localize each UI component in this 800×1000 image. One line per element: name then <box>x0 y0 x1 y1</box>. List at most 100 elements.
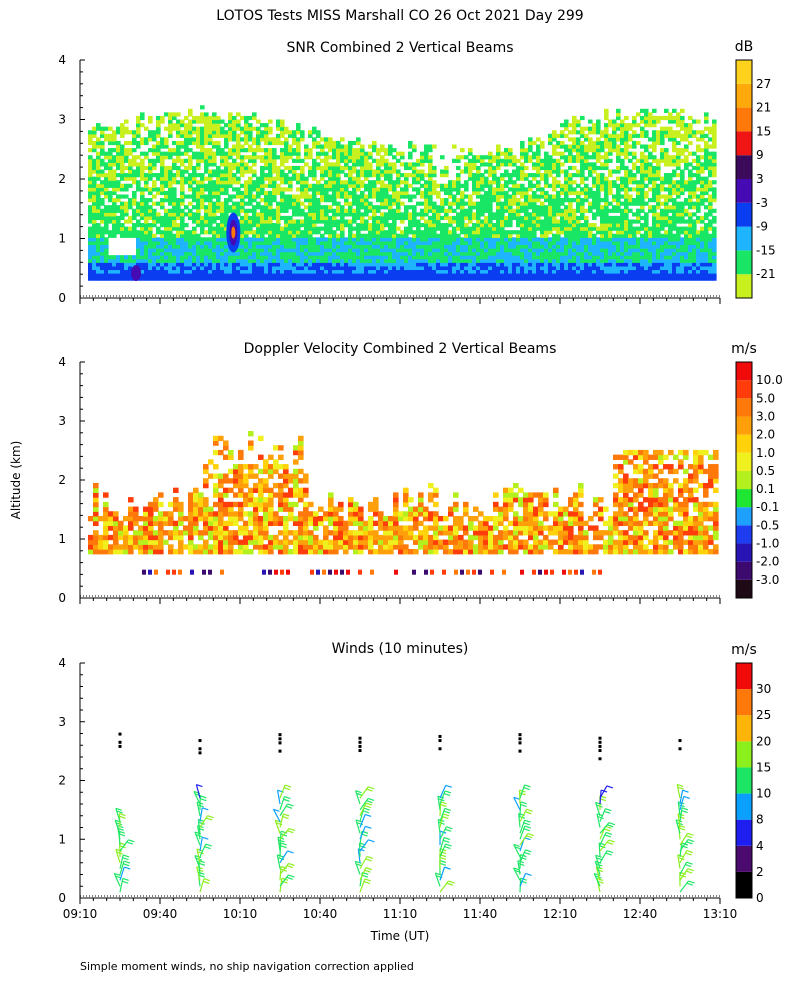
snr-cell <box>584 194 589 199</box>
snr-cell <box>256 248 261 253</box>
snr-cell <box>404 215 409 221</box>
snr-cell <box>600 176 605 181</box>
snr-cell <box>196 144 201 149</box>
snr-cell <box>176 244 181 249</box>
snr-cell <box>200 137 205 142</box>
snr-cell <box>412 173 417 178</box>
snr-cell <box>340 258 345 263</box>
snr-cell <box>204 112 209 117</box>
snr-cell <box>316 244 321 249</box>
snr-cell <box>516 205 521 210</box>
snr-cell <box>488 237 493 242</box>
snr-cell <box>248 183 253 188</box>
snr-cell <box>508 237 513 242</box>
snr-cell <box>156 140 161 146</box>
snr-cell <box>572 223 577 228</box>
snr-cell <box>304 230 309 235</box>
snr-cell <box>396 151 401 156</box>
snr-cell <box>572 144 577 149</box>
snr-cell <box>584 137 589 142</box>
snr-cell <box>208 137 213 142</box>
snr-cell <box>640 133 645 138</box>
snr-cell <box>536 169 541 174</box>
snr-cell <box>620 130 625 135</box>
snr-cell <box>312 165 317 171</box>
snr-cell <box>340 248 345 253</box>
snr-cell <box>556 162 561 167</box>
snr-cell <box>152 212 157 217</box>
snr-cell <box>236 180 241 185</box>
snr-cell <box>188 183 193 188</box>
snr-cell <box>508 244 513 249</box>
snr-cell <box>352 190 357 196</box>
snr-cell <box>500 201 505 206</box>
snr-cell <box>500 205 505 210</box>
snr-cell <box>608 230 613 235</box>
snr-cell <box>264 194 269 199</box>
snr-cell <box>148 276 153 281</box>
snr-cell <box>396 215 401 221</box>
snr-cell <box>516 212 521 217</box>
snr-cell <box>324 265 329 271</box>
snr-cell <box>488 258 493 263</box>
snr-cell <box>112 201 117 206</box>
snr-cell <box>212 123 217 128</box>
snr-cell <box>556 165 561 171</box>
snr-cell <box>264 123 269 128</box>
snr-cell <box>480 265 485 271</box>
snr-cell <box>136 240 141 246</box>
snr-cell <box>144 269 149 274</box>
snr-cell <box>268 226 273 231</box>
snr-cell <box>400 173 405 178</box>
snr-cell <box>660 233 665 238</box>
snr-cell <box>372 148 377 153</box>
snr-cell <box>632 273 637 278</box>
snr-cell <box>416 240 421 246</box>
snr-cell <box>248 115 253 121</box>
snr-cell <box>604 158 609 163</box>
snr-cell <box>448 223 453 228</box>
snr-cell <box>488 230 493 235</box>
snr-cell <box>520 162 525 167</box>
snr-cell <box>240 126 245 131</box>
snr-cell <box>508 151 513 156</box>
snr-cell <box>412 262 417 267</box>
snr-cell <box>136 201 141 206</box>
snr-cell <box>184 240 189 246</box>
snr-cell <box>200 158 205 163</box>
snr-cell <box>664 248 669 253</box>
snr-cell <box>556 223 561 228</box>
snr-cell <box>388 151 393 156</box>
snr-cell <box>120 223 125 228</box>
snr-cell <box>300 133 305 138</box>
snr-cell <box>200 112 205 117</box>
snr-cell <box>324 255 329 260</box>
snr-cell <box>160 187 165 192</box>
snr-cell <box>384 212 389 217</box>
snr-cell <box>192 240 197 246</box>
snr-cell <box>444 265 449 271</box>
snr-cell <box>368 187 373 192</box>
snr-cell <box>456 240 461 246</box>
snr-cell <box>568 198 573 203</box>
snr-cell <box>288 255 293 260</box>
snr-cell <box>576 144 581 149</box>
snr-cell <box>280 119 285 124</box>
snr-cell <box>596 187 601 192</box>
snr-cell <box>540 276 545 281</box>
snr-cell <box>356 140 361 146</box>
snr-cell <box>656 215 661 221</box>
snr-cell <box>160 215 165 221</box>
snr-cell <box>200 140 205 146</box>
snr-cell <box>496 176 501 181</box>
snr-cell <box>572 126 577 131</box>
snr-cell <box>308 240 313 246</box>
snr-cell <box>540 226 545 231</box>
snr-cell <box>340 212 345 217</box>
snr-cell <box>232 158 237 163</box>
snr-cell <box>244 133 249 138</box>
snr-cell <box>632 123 637 128</box>
snr-cell <box>272 176 277 181</box>
snr-cell <box>396 269 401 274</box>
snr-cell <box>384 183 389 188</box>
